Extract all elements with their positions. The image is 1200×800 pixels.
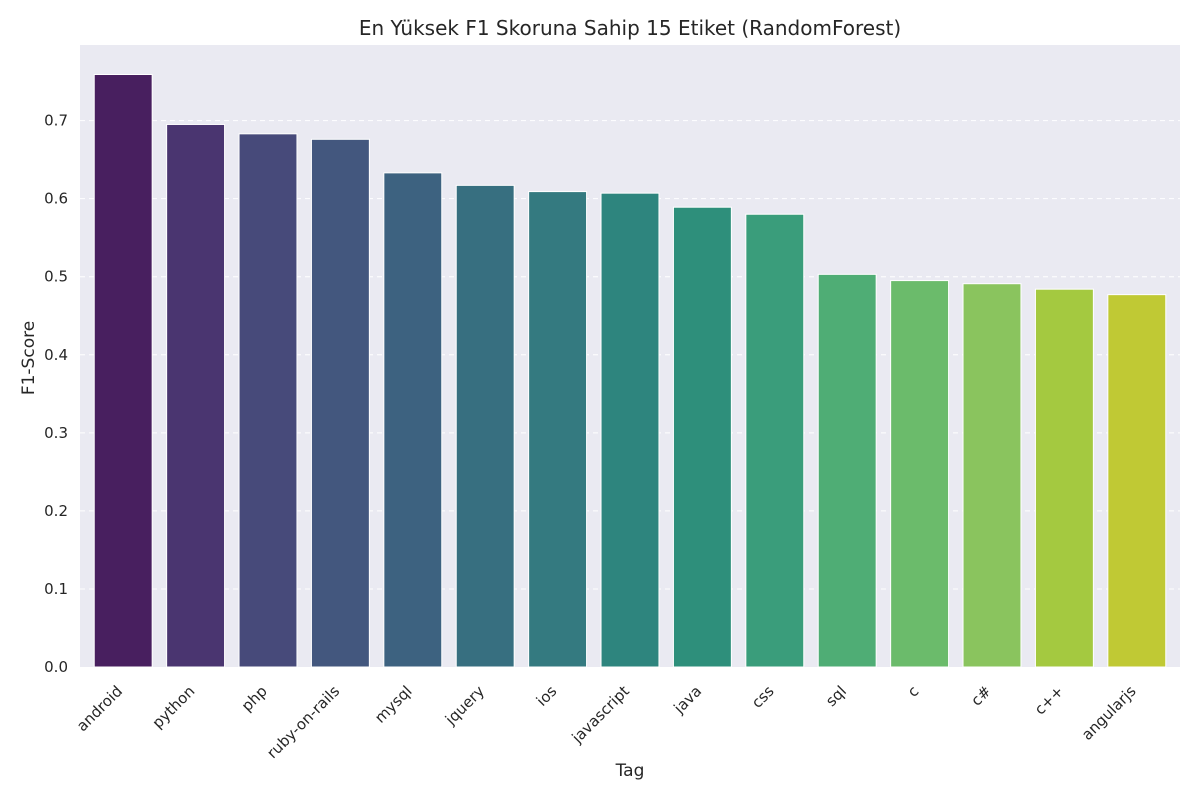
bar-c++: [1034, 288, 1094, 668]
x-tick-label: mysql: [371, 682, 416, 727]
x-tick-label: sql: [822, 682, 850, 710]
y-tick-label: 0.7: [44, 112, 68, 130]
y-tick-label: 0.6: [44, 190, 68, 208]
x-tick-label: angularjs: [1078, 682, 1140, 744]
y-axis-label: F1-Score: [19, 321, 39, 395]
bar-python: [166, 123, 226, 668]
y-tick-label: 0.0: [44, 658, 68, 676]
x-tick-label: css: [748, 682, 778, 712]
bar-android: [93, 74, 153, 668]
bar-java: [672, 206, 732, 668]
bar-php: [238, 133, 298, 668]
x-tick-label: ruby-on-rails: [263, 682, 343, 762]
bar-mysql: [383, 172, 443, 668]
x-tick-label: jquery: [441, 682, 488, 729]
bar-sql: [817, 273, 877, 668]
y-tick-labels: 0.0 0.1 0.2 0.3 0.4 0.5 0.6 0.7: [44, 112, 68, 676]
x-tick-label: java: [670, 682, 706, 718]
y-tick-label: 0.2: [44, 502, 68, 520]
bar-ruby-on-rails: [310, 138, 370, 668]
x-tick-label: android: [73, 682, 126, 735]
x-tick-label: c++: [1031, 682, 1067, 718]
x-axis-label: Tag: [615, 761, 645, 781]
bars: [93, 74, 1167, 668]
y-tick-label: 0.1: [44, 580, 68, 598]
bar-ios: [528, 191, 588, 668]
x-tick-label: c: [904, 682, 923, 701]
x-tick-label: python: [149, 682, 199, 732]
y-tick-label: 0.3: [44, 424, 68, 442]
chart-title: En Yüksek F1 Skoruna Sahip 15 Etiket (Ra…: [359, 16, 901, 40]
y-tick-label: 0.4: [44, 346, 68, 364]
bar-jquery: [455, 184, 515, 668]
bar-c: [890, 280, 950, 668]
x-tick-label: javascript: [568, 682, 633, 747]
x-tick-label: ios: [533, 682, 561, 710]
bar-css: [745, 213, 805, 668]
bar-angularjs: [1107, 294, 1167, 668]
bar-c#: [962, 283, 1022, 668]
x-tick-label: c#: [967, 682, 994, 709]
bar-javascript: [600, 192, 660, 668]
x-tick-label: php: [238, 682, 271, 715]
y-tick-label: 0.5: [44, 268, 68, 286]
